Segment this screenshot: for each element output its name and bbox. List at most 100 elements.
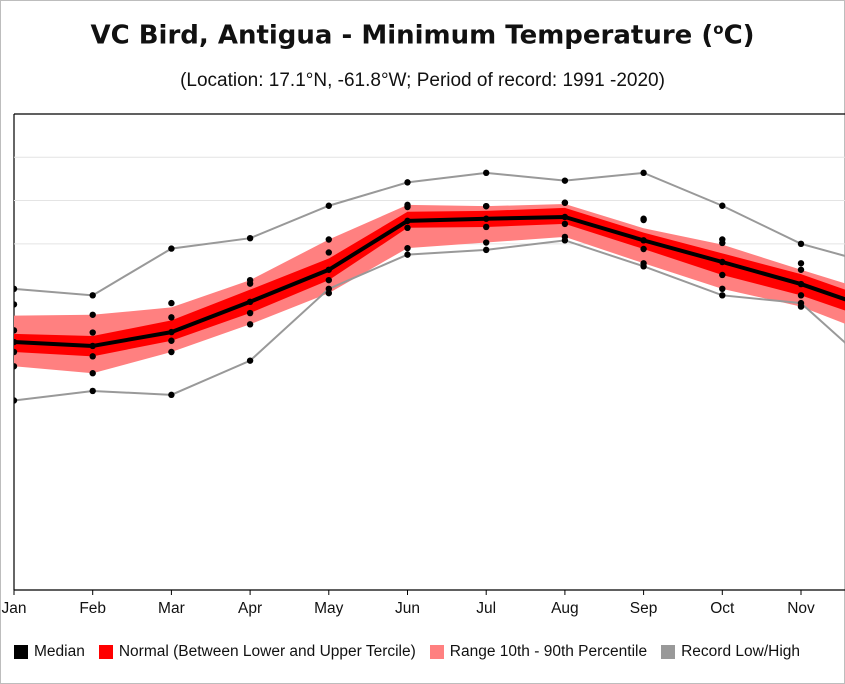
median-point xyxy=(404,217,411,225)
median-point xyxy=(483,215,490,222)
record-low-point xyxy=(640,263,647,270)
record-high-point xyxy=(168,245,175,252)
lower-tercile-point xyxy=(168,337,175,344)
legend: Median Normal (Between Lower and Upper T… xyxy=(14,642,814,662)
upper-tercile-point xyxy=(325,249,332,256)
record-high-line xyxy=(14,171,845,297)
median-point xyxy=(246,298,254,306)
upper-tercile-point xyxy=(483,202,490,210)
record-high-point xyxy=(483,169,490,177)
lower-tercile-point xyxy=(640,245,647,253)
legend-swatch-percentile-range xyxy=(429,645,444,659)
percentile-90-point xyxy=(797,260,805,267)
record-low-point xyxy=(561,237,569,244)
record-low-point xyxy=(89,387,96,395)
record-low-point xyxy=(325,285,332,293)
upper-tercile-point xyxy=(561,199,569,206)
record-low-point xyxy=(14,397,18,404)
x-tick-label: Oct xyxy=(710,600,735,617)
lower-tercile-point xyxy=(719,271,726,279)
plot-area xyxy=(14,169,845,404)
legend-item-percentile-range: Range 10th - 90th Percentile xyxy=(429,643,648,661)
percentile-90-point xyxy=(89,311,96,318)
percentile-10-point xyxy=(14,363,18,370)
chart-title: VC Bird, Antigua - Minimum Temperature (… xyxy=(0,20,845,51)
record-high-point xyxy=(561,177,569,184)
median-point xyxy=(14,338,18,346)
record-high-point xyxy=(89,292,96,299)
x-tick-label: Feb xyxy=(79,600,106,617)
x-tick-label: Mar xyxy=(158,600,185,617)
record-high-point xyxy=(719,202,726,209)
normal-tercile-band xyxy=(14,207,845,357)
lower-tercile-point xyxy=(325,276,332,284)
lower-tercile-point xyxy=(246,309,254,317)
percentile-10-point xyxy=(404,244,411,252)
title-unit-suffix: C) xyxy=(723,20,755,51)
x-tick-label: Jul xyxy=(476,600,496,617)
percentile-90-point xyxy=(325,236,332,243)
record-high-point xyxy=(797,240,805,248)
legend-label-median: Median xyxy=(34,643,85,660)
percentile-90-point xyxy=(14,301,18,308)
lower-tercile-point xyxy=(483,223,490,231)
lower-tercile-point xyxy=(561,220,569,228)
x-tick-label: Nov xyxy=(787,600,815,617)
upper-tercile-point xyxy=(168,314,175,321)
percentile-10-point xyxy=(246,321,254,328)
percentile-10-point xyxy=(168,348,175,356)
percentile-10-point xyxy=(719,285,726,293)
x-tick-label: May xyxy=(314,600,344,617)
legend-swatch-normal xyxy=(98,645,113,659)
lower-tercile-point xyxy=(404,224,411,232)
record-low-point xyxy=(168,391,175,399)
upper-tercile-point xyxy=(640,216,647,224)
legend-item-record: Record Low/High xyxy=(661,643,800,661)
legend-item-median: Median xyxy=(14,643,85,661)
percentile-90-point xyxy=(168,299,175,307)
record-low-point xyxy=(246,357,254,364)
legend-swatch-median xyxy=(14,645,28,659)
median-line xyxy=(14,214,845,348)
x-tick-label: Apr xyxy=(238,600,262,617)
record-high-point xyxy=(246,234,254,242)
legend-label-record: Record Low/High xyxy=(681,643,801,660)
median-point xyxy=(640,237,647,244)
record-high-point xyxy=(14,285,18,293)
record-low-point xyxy=(719,292,726,299)
median-point xyxy=(168,328,175,336)
upper-tercile-point xyxy=(89,329,96,336)
chart-subtitle: (Location: 17.1°N, -61.8°W; Period of re… xyxy=(180,70,665,91)
title-unit-superscript: o xyxy=(713,20,724,38)
median-point xyxy=(561,213,569,221)
median-point xyxy=(89,342,96,350)
upper-tercile-point xyxy=(797,266,805,273)
record-low-line xyxy=(14,239,845,402)
x-tick-label: Aug xyxy=(551,600,579,617)
x-tick-label: Jun xyxy=(395,600,420,617)
percentile-10-point xyxy=(89,370,96,377)
percentile-10-point xyxy=(483,239,490,246)
x-tick-label: Sep xyxy=(630,600,658,617)
median-point xyxy=(797,280,805,288)
legend-label-percentile-range: Range 10th - 90th Percentile xyxy=(449,643,648,660)
median-point xyxy=(719,258,726,266)
chart-title-text: VC Bird, Antigua - Minimum Temperature ( xyxy=(90,20,714,51)
upper-tercile-point xyxy=(14,327,18,334)
lower-tercile-point xyxy=(89,353,96,360)
record-high-point xyxy=(325,202,332,209)
record-low-point xyxy=(797,299,805,307)
upper-tercile-point xyxy=(404,203,411,211)
record-low-point xyxy=(404,251,411,258)
record-high-point xyxy=(404,179,411,186)
legend-swatch-record xyxy=(661,645,676,659)
median-point xyxy=(325,266,332,273)
lower-tercile-point xyxy=(797,292,805,299)
upper-tercile-point xyxy=(246,280,254,287)
legend-label-normal: Normal (Between Lower and Upper Tercile) xyxy=(118,643,416,660)
upper-tercile-point xyxy=(719,239,726,247)
legend-item-normal: Normal (Between Lower and Upper Tercile) xyxy=(98,643,416,661)
lower-tercile-point xyxy=(14,348,18,356)
record-low-point xyxy=(483,246,490,254)
